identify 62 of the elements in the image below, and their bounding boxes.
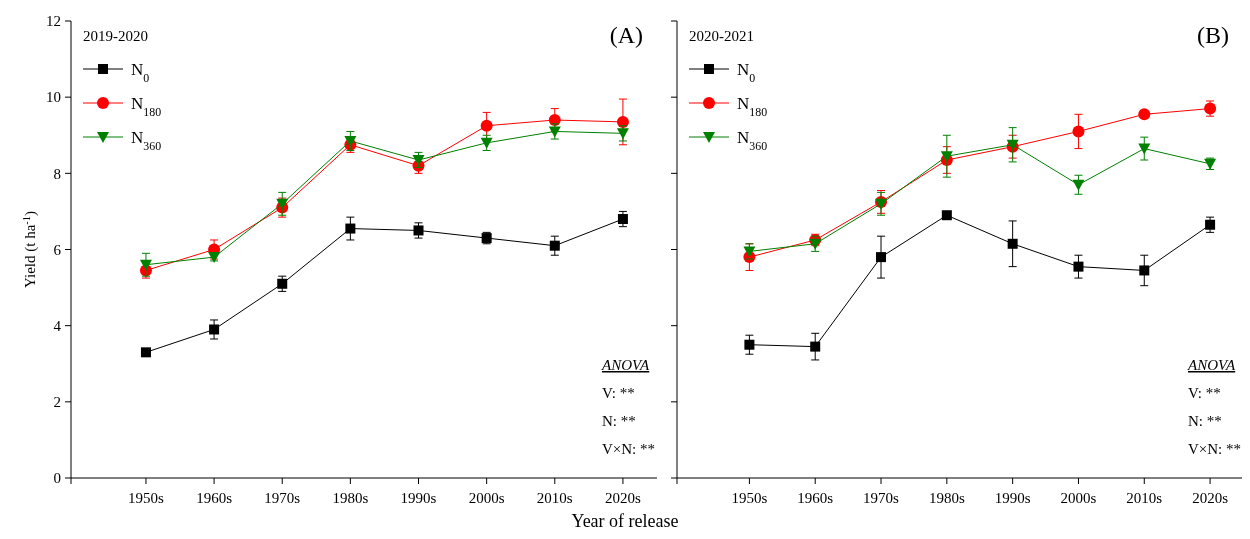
- x-tick-label: 1960s: [196, 490, 233, 506]
- legend-title: 2020-2021: [689, 28, 754, 44]
- legend-label: N$_{360}$: [737, 128, 768, 153]
- annotation: N: **: [602, 413, 636, 429]
- point: [1138, 143, 1151, 155]
- point: [1139, 265, 1150, 276]
- legend-label: N$_{0}$: [131, 60, 150, 85]
- point: [549, 240, 560, 251]
- point: [209, 324, 220, 335]
- x-tick-label: 1950s: [128, 490, 165, 506]
- annotation: V×N: **: [602, 441, 656, 457]
- point: [1073, 261, 1084, 272]
- x-tick-label: 2020s: [605, 490, 642, 506]
- legend-label: N$_{360}$: [131, 128, 162, 153]
- point: [345, 223, 356, 234]
- x-tick-label: 2020s: [1192, 490, 1229, 506]
- x-tick-label: 2010s: [1126, 490, 1163, 506]
- x-tick-label: 2010s: [536, 490, 573, 506]
- y-tick-label: 12: [46, 13, 61, 30]
- annotation: V: **: [602, 385, 635, 401]
- point: [139, 259, 152, 271]
- x-tick-label: 1960s: [797, 490, 834, 506]
- x-tick-label: 2000s: [1060, 490, 1097, 506]
- legend-title: 2019-2020: [83, 28, 148, 44]
- legend-label: N$_{180}$: [737, 94, 768, 119]
- x-tick-label: 2000s: [468, 490, 505, 506]
- point: [412, 155, 425, 166]
- x-tick-label: 1980s: [928, 490, 965, 506]
- annotation: V: **: [1188, 385, 1221, 401]
- y-tick-label: 8: [53, 165, 61, 182]
- annotation: N: **: [1188, 413, 1222, 429]
- point: [744, 339, 755, 350]
- y-tick-label: 6: [53, 241, 62, 258]
- point: [1007, 238, 1018, 249]
- annotation: ANOVA: [1187, 357, 1237, 373]
- annotation: V×N: **: [1188, 441, 1242, 457]
- x-tick-label: 1970s: [264, 490, 301, 506]
- x-tick-label: 1950s: [731, 490, 768, 506]
- x-tick-label: 1990s: [400, 490, 437, 506]
- legend-label: N$_{0}$: [737, 60, 756, 85]
- x-axis-title: Year of release: [571, 511, 679, 531]
- point: [810, 341, 821, 352]
- point: [1072, 125, 1085, 138]
- point: [1072, 179, 1085, 191]
- point: [617, 214, 628, 225]
- point: [276, 198, 289, 210]
- point: [480, 119, 493, 132]
- point: [876, 252, 887, 263]
- chart-title: (B): [1197, 22, 1229, 48]
- x-tick-label: 1990s: [994, 490, 1031, 506]
- y-tick-label: 0: [53, 470, 61, 487]
- annotation: ANOVA: [601, 357, 651, 373]
- legend-label: N$_{180}$: [131, 94, 162, 119]
- chart-title: (A): [609, 22, 643, 48]
- x-tick-label: 1980s: [332, 490, 369, 506]
- point: [344, 135, 357, 147]
- y-tick-label: 10: [46, 89, 61, 106]
- y-tick-label: 4: [53, 317, 62, 334]
- point: [548, 114, 561, 127]
- point: [1138, 108, 1151, 121]
- x-tick-label: 1970s: [863, 490, 900, 506]
- y-tick-label: 2: [53, 394, 61, 411]
